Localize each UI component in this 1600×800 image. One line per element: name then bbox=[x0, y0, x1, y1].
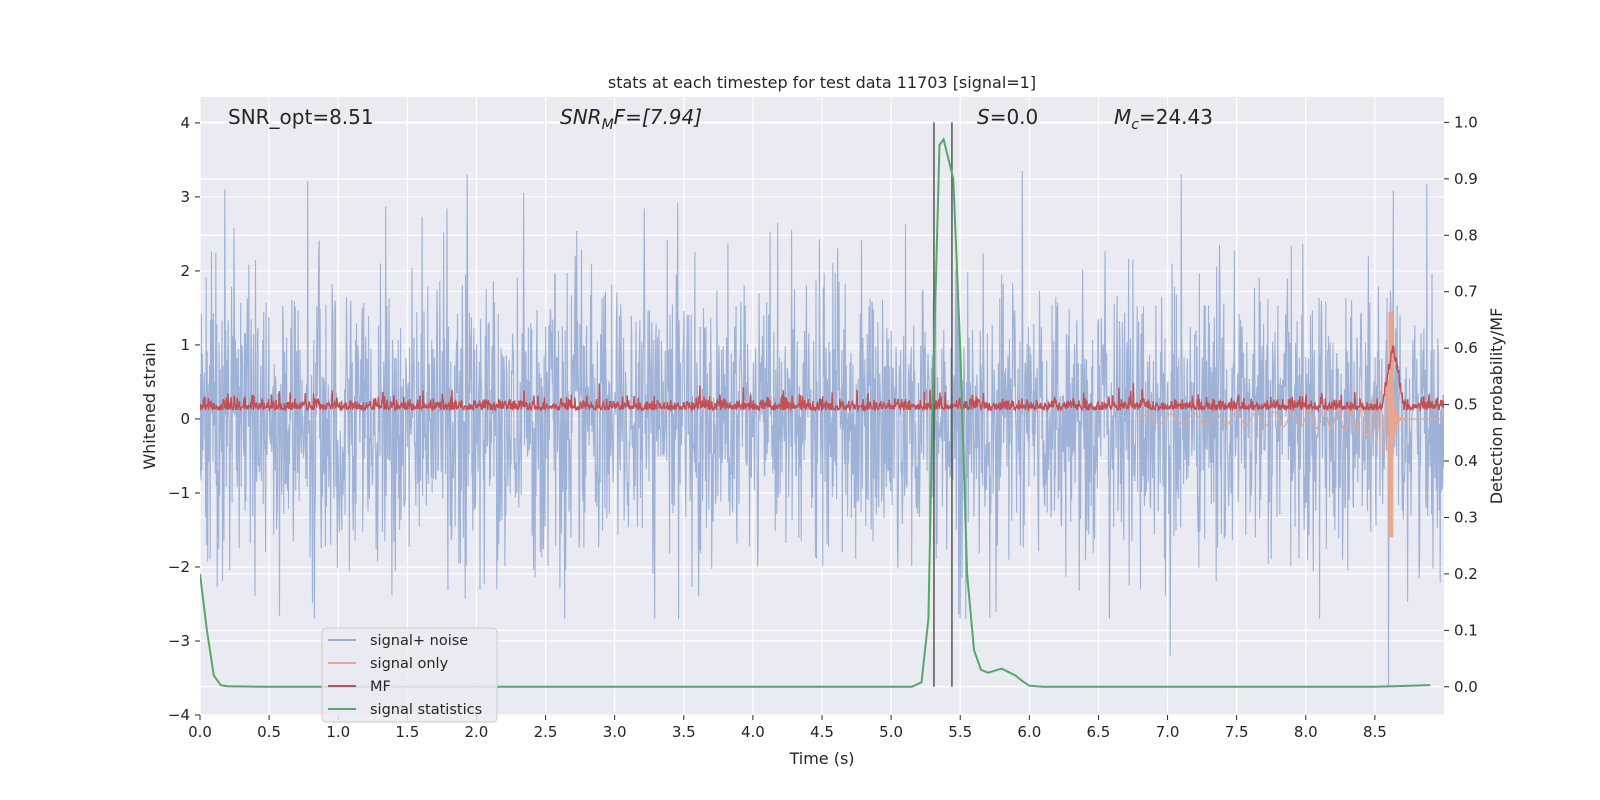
vertical-markers bbox=[933, 122, 953, 687]
series-signal-statistics bbox=[200, 136, 1431, 688]
y-right-tick-label: 0.2 bbox=[1454, 565, 1478, 583]
x-axis-ticks: 0.0 0.5 1.0 1.5 2.0 2.5 3.0 3.5 4.0 4.5 5.0 5.5 6.0 6… bbox=[188, 715, 1387, 741]
y-right-tick-label: 0.7 bbox=[1454, 283, 1478, 301]
series-mf bbox=[200, 345, 1444, 413]
series-signal-only bbox=[1139, 311, 1444, 538]
y-right-tick-label: 1.0 bbox=[1454, 113, 1478, 131]
y-tick-label: −4 bbox=[168, 706, 190, 724]
legend-label-signal-statistics: signal statistics bbox=[370, 702, 482, 718]
chart-title: stats at each timestep for test data 117… bbox=[608, 73, 1036, 92]
x-tick-label: 8.5 bbox=[1363, 723, 1387, 741]
legend-label-signal-noise: signal+ noise bbox=[370, 633, 468, 649]
y-tick-label: −3 bbox=[168, 632, 190, 650]
x-tick-label: 0.0 bbox=[188, 723, 212, 741]
x-tick-label: 4.5 bbox=[810, 723, 834, 741]
y-right-tick-label: 0.0 bbox=[1454, 678, 1478, 696]
y-axis-label: Whitened strain bbox=[140, 342, 159, 469]
y-tick-label: −1 bbox=[168, 484, 190, 502]
y-right-axis-label: Detection probability/MF bbox=[1487, 308, 1506, 505]
y-tick-label: 3 bbox=[180, 188, 190, 206]
y-right-tick-label: 0.9 bbox=[1454, 170, 1478, 188]
x-tick-label: 7.0 bbox=[1156, 723, 1180, 741]
y-right-axis-ticks: 0.0 0.1 0.2 0.3 0.4 0.5 0.6 0.7 0.8 0.9 1.0 bbox=[1444, 113, 1478, 696]
annotation-snr-mf: SNRMF=[7.94] bbox=[560, 105, 702, 133]
y-right-tick-label: 0.8 bbox=[1454, 226, 1478, 244]
y-tick-label: 1 bbox=[180, 336, 190, 354]
legend-box bbox=[321, 627, 498, 723]
y-tick-label: 2 bbox=[180, 262, 190, 280]
x-tick-label: 4.0 bbox=[741, 723, 765, 741]
legend: signal+ noise signal only MF signal stat… bbox=[321, 627, 498, 723]
line-signal-statistics bbox=[200, 136, 1431, 688]
x-tick-label: 8.0 bbox=[1294, 723, 1318, 741]
x-tick-label: 6.0 bbox=[1017, 723, 1041, 741]
x-tick-label: 7.5 bbox=[1225, 723, 1249, 741]
x-tick-label: 3.5 bbox=[672, 723, 696, 741]
y-right-tick-label: 0.5 bbox=[1454, 396, 1478, 414]
line-signal-noise bbox=[200, 170, 1444, 686]
y-right-tick-label: 0.6 bbox=[1454, 339, 1478, 357]
x-tick-label: 1.5 bbox=[395, 723, 419, 741]
x-tick-label: 1.0 bbox=[326, 723, 350, 741]
y-right-tick-label: 0.4 bbox=[1454, 452, 1478, 470]
y-right-tick-label: 0.3 bbox=[1454, 508, 1478, 526]
x-tick-label: 6.5 bbox=[1087, 723, 1111, 741]
legend-label-mf: MF bbox=[370, 679, 391, 695]
y-tick-label: −2 bbox=[168, 558, 190, 576]
x-tick-label: 0.5 bbox=[257, 723, 281, 741]
x-tick-label: 5.5 bbox=[948, 723, 972, 741]
y-tick-label: 0 bbox=[180, 410, 190, 428]
y-tick-label: 4 bbox=[180, 114, 190, 132]
y-axis-ticks: −4 −3 −2 −1 0 1 2 3 4 bbox=[168, 114, 200, 724]
line-signal-only bbox=[1139, 311, 1444, 538]
line-mf bbox=[200, 345, 1444, 413]
x-tick-label: 3.0 bbox=[603, 723, 627, 741]
x-axis-label: Time (s) bbox=[788, 749, 854, 768]
annotation-snr-opt: SNR_opt=8.51 bbox=[228, 105, 374, 129]
x-tick-label: 5.0 bbox=[879, 723, 903, 741]
annotation-s: S=0.0 bbox=[977, 105, 1038, 129]
x-tick-label: 2.5 bbox=[534, 723, 558, 741]
annotation-mc: Mc=24.43 bbox=[1114, 105, 1213, 133]
x-tick-label: 2.0 bbox=[465, 723, 489, 741]
legend-label-signal-only: signal only bbox=[370, 656, 449, 672]
y-right-tick-label: 0.1 bbox=[1454, 621, 1478, 639]
series-signal-noise bbox=[200, 170, 1444, 686]
